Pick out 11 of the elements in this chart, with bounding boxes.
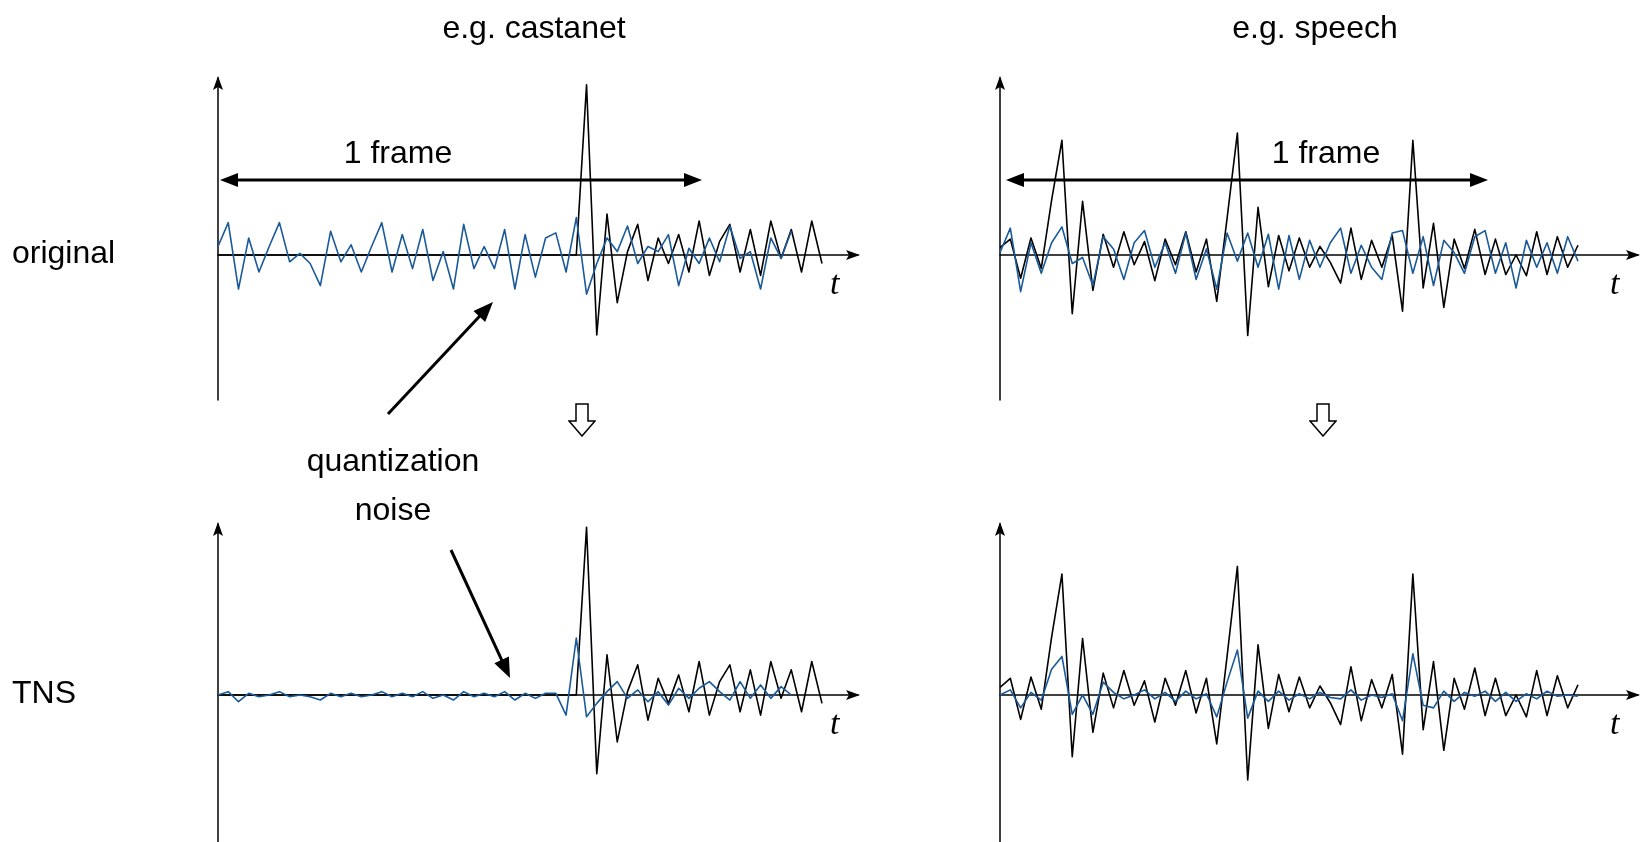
chart-title: e.g. speech [1232, 9, 1398, 45]
y-axis-title: original [12, 234, 116, 270]
x-axis-title: t [1610, 263, 1621, 301]
text: quantization noise [305, 441, 481, 529]
y-axis-title: TNS [12, 674, 76, 710]
annotation: 1 frame [343, 134, 453, 170]
chart-title: e.g. castanet [442, 9, 626, 45]
x-axis-title: t [830, 263, 841, 301]
x-axis-title: t [1610, 703, 1621, 741]
x-axis-title: t [830, 703, 841, 741]
annotation: 1 frame [1271, 134, 1381, 170]
